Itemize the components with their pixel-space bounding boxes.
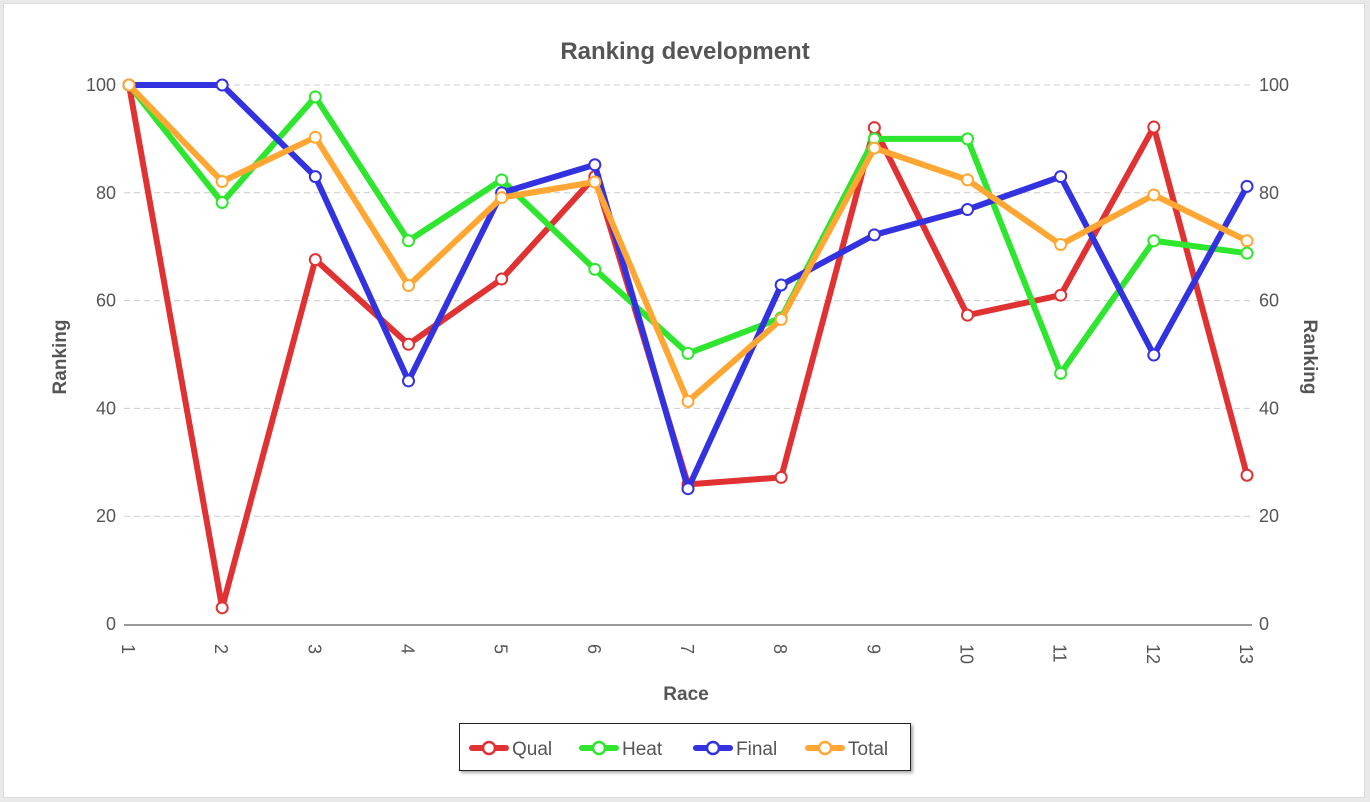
data-point-final[interactable] — [588, 158, 602, 172]
data-point-total[interactable] — [402, 279, 415, 293]
data-point-total[interactable] — [122, 78, 136, 92]
x-tick-label: 2 — [211, 644, 231, 654]
y-tick-label-right: 0 — [1259, 614, 1269, 634]
data-point-final[interactable] — [1147, 348, 1161, 362]
y-tick-label-left: 100 — [86, 75, 116, 95]
y-tick-label-left: 20 — [96, 506, 116, 526]
data-point-total[interactable] — [495, 191, 509, 205]
data-point-heat[interactable] — [681, 346, 695, 360]
data-point-heat[interactable] — [495, 173, 509, 187]
x-axis-title: Race — [663, 684, 708, 705]
legend-item-heat[interactable]: Heat — [579, 739, 663, 760]
data-point-qual[interactable] — [1147, 120, 1161, 134]
y-axis-title-left: Ranking — [50, 320, 71, 395]
series-final — [122, 78, 1254, 496]
data-point-total[interactable] — [215, 174, 229, 188]
data-point-final[interactable] — [1240, 179, 1254, 193]
x-tick-label: 6 — [584, 644, 604, 654]
x-tick-label: 3 — [304, 644, 324, 654]
data-point-final[interactable] — [215, 78, 229, 92]
y-tick-label-left: 60 — [96, 291, 116, 311]
x-tick-label: 13 — [1236, 644, 1256, 664]
x-tick-label: 5 — [491, 644, 511, 654]
data-point-qual[interactable] — [867, 121, 881, 135]
y-tick-label-left: 40 — [96, 398, 116, 418]
x-tick-label: 11 — [1050, 644, 1070, 663]
x-tick-label: 7 — [677, 644, 697, 654]
data-point-heat[interactable] — [961, 132, 974, 146]
data-point-final[interactable] — [402, 374, 415, 388]
data-point-total[interactable] — [867, 141, 881, 155]
data-point-qual[interactable] — [774, 470, 788, 484]
legend-item-final[interactable]: Final — [693, 739, 777, 760]
data-point-heat[interactable] — [308, 90, 322, 104]
data-point-final[interactable] — [774, 278, 788, 292]
data-point-final[interactable] — [308, 170, 322, 184]
legend-marker — [481, 740, 497, 756]
legend-label: Total — [848, 739, 888, 760]
data-point-qual[interactable] — [308, 253, 322, 267]
data-point-final[interactable] — [961, 203, 974, 217]
x-tick-label: 10 — [957, 644, 977, 664]
data-point-heat[interactable] — [402, 234, 415, 248]
legend-marker — [591, 740, 607, 756]
y-tick-label-left: 0 — [106, 614, 116, 634]
legend-marker — [817, 740, 833, 756]
data-point-heat[interactable] — [588, 262, 602, 276]
series — [122, 78, 1254, 615]
data-point-total[interactable] — [1240, 234, 1254, 248]
x-tick-label: 9 — [863, 644, 883, 654]
data-point-qual[interactable] — [1240, 468, 1254, 482]
line-chart: Ranking development Ranking Ranking Race… — [50, 38, 1320, 705]
y-tick-label-right: 40 — [1259, 398, 1279, 418]
x-tick-label: 1 — [118, 644, 138, 654]
data-point-heat[interactable] — [1240, 246, 1254, 260]
y-tick-label-right: 100 — [1259, 75, 1289, 95]
data-point-final[interactable] — [867, 228, 881, 242]
x-tick-label: 8 — [770, 644, 790, 654]
y-tick-label-right: 80 — [1259, 183, 1279, 203]
chart-title: Ranking development — [560, 38, 809, 65]
legend-marker — [705, 740, 721, 756]
data-point-heat[interactable] — [1054, 366, 1068, 380]
legend-label: Heat — [622, 739, 663, 760]
x-tick-label: 4 — [398, 644, 418, 654]
data-point-total[interactable] — [308, 130, 322, 144]
data-point-qual[interactable] — [402, 337, 415, 351]
data-point-qual[interactable] — [1054, 288, 1068, 302]
data-point-total[interactable] — [1054, 238, 1068, 252]
data-point-total[interactable] — [774, 312, 788, 326]
legend: Qual Heat Final Total — [459, 723, 911, 771]
data-point-final[interactable] — [681, 482, 695, 496]
data-point-total[interactable] — [1147, 188, 1161, 202]
data-point-heat[interactable] — [1147, 234, 1161, 248]
data-point-qual[interactable] — [215, 601, 229, 615]
data-point-qual[interactable] — [961, 308, 974, 322]
y-tick-label-left: 80 — [96, 183, 116, 203]
y-tick-label-right: 60 — [1259, 291, 1279, 311]
y-axis-title-right: Ranking — [1299, 320, 1320, 395]
data-point-total[interactable] — [961, 173, 974, 187]
data-point-total[interactable] — [588, 175, 602, 189]
data-point-heat[interactable] — [215, 196, 229, 210]
chart-card: Ranking development Ranking Ranking Race… — [3, 3, 1365, 798]
legend-item-qual[interactable]: Qual — [469, 739, 552, 760]
series-total — [122, 78, 1254, 408]
x-tick-label: 12 — [1143, 644, 1163, 664]
legend-label: Qual — [512, 739, 552, 760]
data-point-total[interactable] — [681, 394, 695, 408]
legend-item-total[interactable]: Total — [805, 739, 888, 760]
y-tick-label-right: 20 — [1259, 506, 1279, 526]
legend-label: Final — [736, 739, 777, 760]
data-point-final[interactable] — [1054, 170, 1068, 184]
legend-items: Qual Heat Final Total — [469, 739, 888, 760]
data-point-qual[interactable] — [495, 272, 509, 286]
